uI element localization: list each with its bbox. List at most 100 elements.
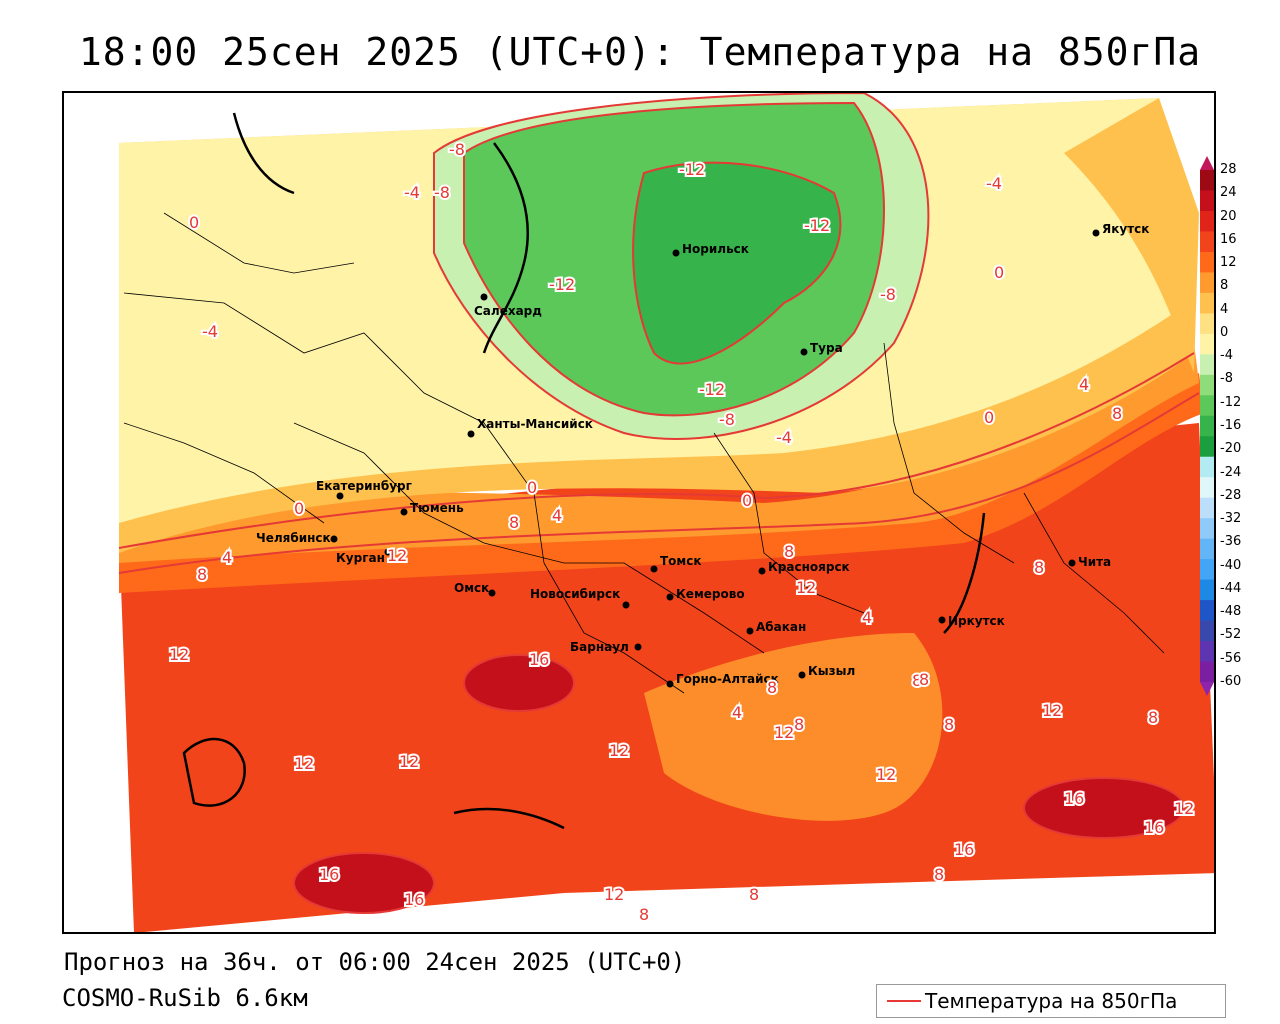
legend-line-swatch — [887, 1000, 921, 1002]
scale-label: -12 — [1220, 394, 1242, 410]
map[interactable]: Норильск Якутск Салехард Тура Ханты-Манс… — [62, 91, 1216, 934]
isotherm-label: 8 — [784, 542, 794, 561]
scale-band — [1200, 210, 1214, 232]
isotherm-label: 16 — [529, 650, 549, 669]
scale-band — [1200, 374, 1214, 396]
scale-label: 28 — [1220, 162, 1237, 177]
scale-band — [1200, 251, 1214, 273]
scale-label: 20 — [1220, 208, 1237, 224]
scale-band — [1200, 518, 1214, 540]
band-east — [1064, 98, 1199, 373]
temperature-map: Норильск Якутск Салехард Тура Ханты-Манс… — [64, 93, 1214, 932]
scale-label: 12 — [1220, 255, 1237, 271]
isotherm-label: -12 — [699, 380, 725, 399]
city-khanty-mansiysk: Ханты-Мансийск — [467, 417, 593, 438]
hot-spot-3 — [1024, 778, 1184, 838]
isotherm-label: 16 — [404, 890, 424, 909]
scale-band — [1200, 456, 1214, 478]
hot-spot-1 — [464, 655, 574, 711]
band-m16 — [633, 162, 841, 364]
isotherm-label: 8 — [749, 885, 759, 904]
isotherm-label: 8 — [509, 513, 519, 532]
scale-label: -48 — [1220, 604, 1242, 620]
isotherm-label: 4 — [862, 608, 872, 627]
svg-text:Томск: Томск — [660, 554, 702, 568]
hot-spot-2 — [294, 853, 434, 913]
isotherm-label: 12 — [294, 754, 314, 773]
cities: Норильск Якутск Салехард Тура Ханты-Манс… — [256, 222, 1149, 688]
isotherm-label: 12 — [876, 765, 896, 784]
svg-text:Челябинск: Челябинск — [256, 531, 331, 545]
isotherm-label: 8 — [639, 905, 649, 924]
city-tomsk: Томск — [650, 554, 702, 573]
svg-text:Якутск: Якутск — [1102, 222, 1149, 236]
isotherm-label: -12 — [804, 216, 830, 235]
scale-band — [1200, 579, 1214, 601]
isotherm-label: -4 — [776, 428, 792, 447]
svg-text:Омск: Омск — [454, 581, 489, 595]
scale-band — [1200, 313, 1214, 335]
svg-text:Иркутск: Иркутск — [948, 614, 1005, 628]
isotherm-label: 4 — [552, 506, 562, 525]
scale-band — [1200, 333, 1214, 355]
map-legend: Температура на 850гПа — [876, 984, 1226, 1018]
city-novosibirsk: Новосибирск — [530, 587, 630, 609]
legend-label: Температура на 850гПа — [925, 989, 1178, 1013]
scale-band — [1200, 354, 1214, 376]
svg-text:Кызыл: Кызыл — [808, 664, 855, 678]
city-yakutsk: Якутск — [1092, 222, 1149, 237]
mountains-patch — [644, 633, 943, 821]
scale-label: 0 — [1220, 324, 1229, 340]
isotherm-label: 0 — [189, 213, 199, 232]
svg-text:Барнаул: Барнаул — [570, 640, 629, 654]
scale-arrow-top — [1200, 156, 1214, 170]
city-kyzyl: Кызыл — [798, 664, 855, 679]
scale-label: 8 — [1220, 278, 1229, 294]
scale-band — [1200, 538, 1214, 560]
isotherm-label: 12 — [1174, 799, 1194, 818]
scale-label: -24 — [1220, 464, 1242, 480]
isotherm-label: -4 — [202, 322, 218, 341]
scale-label: -16 — [1220, 418, 1242, 433]
isotherm-label: 8 — [919, 670, 929, 689]
scale-band — [1200, 641, 1214, 663]
isotherm-label: 12 — [796, 578, 816, 597]
band-4 — [119, 343, 1199, 563]
scale-label: -32 — [1220, 511, 1242, 527]
scale-band — [1200, 292, 1214, 314]
isotherm-label: 8 — [912, 671, 922, 690]
isotherm-label: 12 — [604, 885, 624, 904]
scale-label: 24 — [1220, 185, 1237, 201]
isotherm-label: -4 — [404, 183, 420, 202]
city-salekhard: Салехард — [474, 293, 542, 318]
isotherm-label: 0 — [294, 499, 304, 518]
color-scale: 28 24 20 16 12 8 4 0 -4 -8 -12 -16 -20 -24 -28 -32 -36 -4… — [1198, 156, 1268, 696]
svg-text:Абакан: Абакан — [756, 620, 806, 634]
scale-label: 4 — [1220, 301, 1229, 317]
isotherm-label: 4 — [1079, 375, 1089, 394]
svg-text:Тура: Тура — [810, 341, 843, 355]
scale-band — [1200, 436, 1214, 458]
svg-text:Курган: Курган — [336, 551, 385, 565]
isotherm-label: 12 — [399, 752, 419, 771]
svg-text:Новосибирск: Новосибирск — [530, 587, 620, 601]
isotherm-label: 12 — [387, 546, 407, 565]
model-name: COSMO-RuSib 6.6км — [62, 984, 308, 1012]
scale-label: 16 — [1220, 231, 1237, 247]
isotherm-label: 16 — [954, 840, 974, 859]
scale-label: -52 — [1220, 627, 1242, 643]
city-irkutsk: Иркутск — [938, 614, 1005, 628]
scale-label: -28 — [1220, 487, 1242, 503]
city-chelyabinsk: Челябинск — [256, 531, 338, 545]
scale-band — [1200, 395, 1214, 417]
isotherm-label: -12 — [679, 160, 705, 179]
scale-label: -8 — [1220, 371, 1233, 387]
color-scale-bar — [1200, 156, 1214, 696]
scale-label: -40 — [1220, 557, 1242, 573]
isotherm-label: 4 — [222, 548, 232, 567]
city-tyumen: Тюмень — [400, 501, 464, 516]
svg-text:Салехард: Салехард — [474, 304, 542, 318]
isotherm-label: 8 — [1112, 404, 1122, 423]
isotherm-label: -8 — [449, 140, 465, 159]
isotherm-label: -4 — [986, 174, 1002, 193]
